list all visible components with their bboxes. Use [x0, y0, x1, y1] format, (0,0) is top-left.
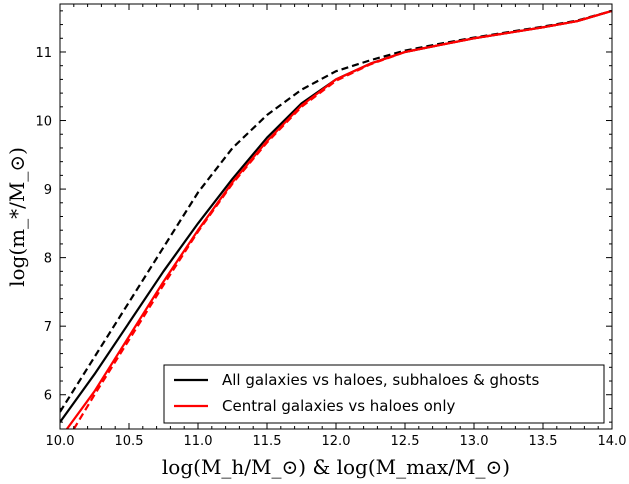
series-line-black-dashed [60, 9, 612, 413]
ticks-layer: 10.0 10.5 11.0 11.5 12.0 12.5 13.0 13.5 14.0 6 7 8 9… [35, 4, 626, 449]
x-tick-label: 13.0 [460, 434, 489, 449]
y-tick-label: 10 [35, 115, 52, 130]
y-tick-label: 7 [44, 320, 52, 335]
y-tick-label: 9 [44, 183, 52, 198]
series-line-black-solid [60, 9, 612, 423]
legend-box [163, 364, 605, 424]
series-line-red-solid [66, 9, 612, 429]
y-tick-label: 8 [44, 252, 52, 267]
x-tick-label: 13.5 [529, 434, 558, 449]
legend-label-central-galaxies: Central galaxies vs haloes only [222, 397, 455, 415]
x-tick-label: 11.5 [253, 434, 282, 449]
x-tick-label: 10.0 [46, 434, 75, 449]
legend: All galaxies vs haloes, subhaloes & ghos… [163, 364, 605, 424]
x-tick-label: 12.0 [322, 434, 351, 449]
y-tick-label: 11 [35, 46, 52, 61]
legend-label-all-galaxies: All galaxies vs haloes, subhaloes & ghos… [222, 371, 539, 389]
y-axis-label: log(m_*/M_⊙) [5, 147, 29, 287]
y-tick-label: 6 [44, 389, 52, 404]
x-axis-label: log(M_h/M_⊙) & log(M_max/M_⊙) [162, 455, 510, 479]
x-tick-label: 10.5 [115, 434, 144, 449]
x-tick-label: 14.0 [598, 434, 627, 449]
x-tick-label: 11.0 [184, 434, 213, 449]
series-layer [60, 9, 612, 429]
x-tick-label: 12.5 [391, 434, 420, 449]
